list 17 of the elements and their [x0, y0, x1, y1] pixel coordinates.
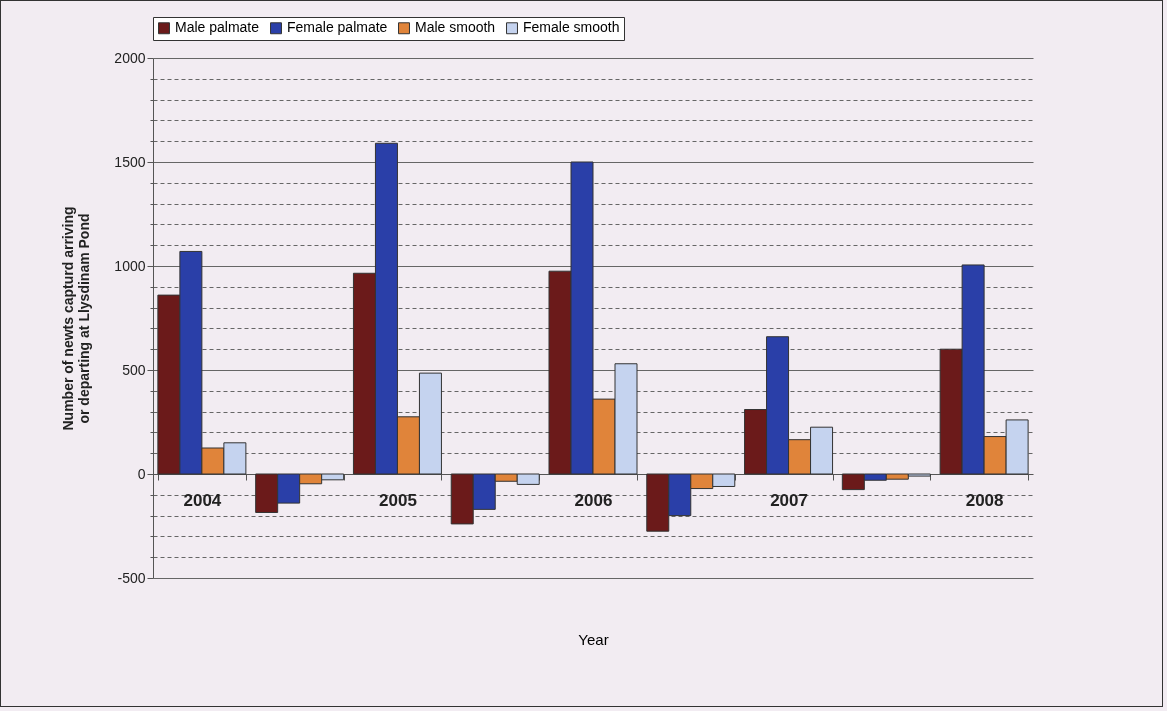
legend-label: Female smooth — [523, 19, 620, 36]
x-tick-label: 2005 — [379, 490, 417, 510]
x-tick-label: 2008 — [965, 490, 1004, 510]
legend-label: Female palmate — [287, 19, 388, 36]
y-tick-label: -500 — [117, 569, 146, 586]
y-tick-label: 0 — [137, 465, 146, 482]
y-tick-label: 1000 — [114, 257, 146, 274]
x-tick-label: 2007 — [770, 490, 808, 510]
y-axis-title: Number of newts capturd arriving or departing at Llysdinam Pond — [60, 206, 93, 431]
x-tick-label: 2006 — [574, 490, 613, 510]
y-tick-label: 2000 — [114, 49, 146, 66]
x-tick-label: 2004 — [183, 490, 222, 510]
legend-label: Male palmate — [175, 19, 260, 36]
y-tick-label: 1500 — [114, 153, 146, 170]
legend-label: Male smooth — [415, 19, 496, 36]
y-tick-label: 500 — [122, 361, 146, 378]
x-axis-title: Year — [578, 630, 609, 648]
